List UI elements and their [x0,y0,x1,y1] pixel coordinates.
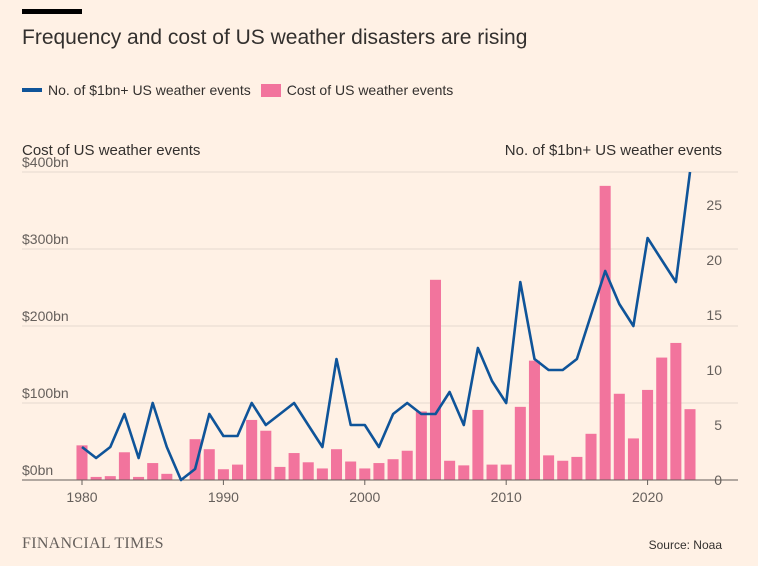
cost-bar [585,433,597,480]
cost-bar [147,463,159,480]
cost-bar [316,468,328,480]
y-left-tick-label: $100bn [22,385,69,401]
chart-title: Frequency and cost of US weather disaste… [22,26,528,49]
cost-bar [217,469,229,480]
cost-bar [472,409,484,480]
cost-bar [260,430,272,480]
cost-bar [486,464,498,480]
x-tick-label: 2010 [491,489,522,505]
cost-bar [458,465,470,480]
cost-bar [401,450,413,480]
events-count-line [81,171,692,482]
y-left-tick-label: $0bn [22,462,53,478]
y-left-tick-label: $200bn [22,308,69,324]
cost-bar [684,409,696,480]
legend-swatch-bar [260,83,281,97]
cost-bar [76,445,88,480]
x-tick-label: 1990 [208,489,239,505]
ft-top-bar [22,9,82,14]
cost-bar [528,360,540,480]
cost-bar [189,439,201,480]
cost-bar [500,464,512,480]
cost-bar [613,393,625,480]
cost-bar [359,468,371,480]
cost-bar [373,463,385,480]
left-axis-label: Cost of US weather events [22,142,201,159]
cost-bar [232,464,244,480]
legend-label-count: No. of $1bn+ US weather events [48,82,251,98]
cost-bar [599,185,611,481]
cost-bar [656,357,668,480]
cost-bar [642,389,654,480]
cost-bar [274,466,286,480]
cost-bar [670,342,682,480]
cost-bar [627,438,639,480]
cost-bar [118,452,130,480]
right-axis-label: No. of $1bn+ US weather events [504,142,722,159]
cost-bar [302,462,314,480]
ft-brand: FINANCIAL TIMES [22,535,164,552]
cost-bar [330,449,343,480]
cost-bar [288,453,300,480]
y-right-tick-label: 5 [714,417,722,433]
y-right-tick-label: 20 [706,252,722,268]
cost-bar [557,460,569,480]
cost-bar [203,449,215,480]
y-left-tick-label: $300bn [22,231,69,247]
y-right-tick-label: 25 [706,197,722,213]
legend-label-cost: Cost of US weather events [286,82,454,98]
cost-bar [387,459,399,480]
legend-swatch-line [22,88,42,92]
cost-bar [345,461,357,480]
cost-bar [514,406,526,480]
cost-bar [161,473,173,480]
cost-bar [246,419,258,480]
x-tick-label: 2000 [349,489,380,505]
x-tick-label: 2020 [632,489,663,505]
legend-item-count: No. of $1bn+ US weather events [22,82,251,98]
cost-bar [415,411,427,480]
y-left-tick-label: $400bn [22,154,69,170]
cost-bar [133,476,145,480]
legend-item-cost: Cost of US weather events [260,82,454,98]
cost-bar [90,476,102,480]
cost-bar [571,456,583,480]
cost-bar [543,455,555,480]
cost-bar [429,279,442,480]
x-tick-label: 1980 [66,489,97,505]
y-right-tick-label: 15 [706,307,722,323]
source-note: Source: Noaa [648,538,722,552]
cost-bar [444,460,456,480]
cost-bar [104,476,116,480]
legend: No. of $1bn+ US weather events Cost of U… [22,82,463,98]
y-right-tick-label: 10 [706,362,722,378]
